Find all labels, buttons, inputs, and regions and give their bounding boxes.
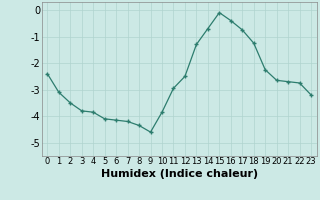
X-axis label: Humidex (Indice chaleur): Humidex (Indice chaleur) — [100, 169, 258, 179]
